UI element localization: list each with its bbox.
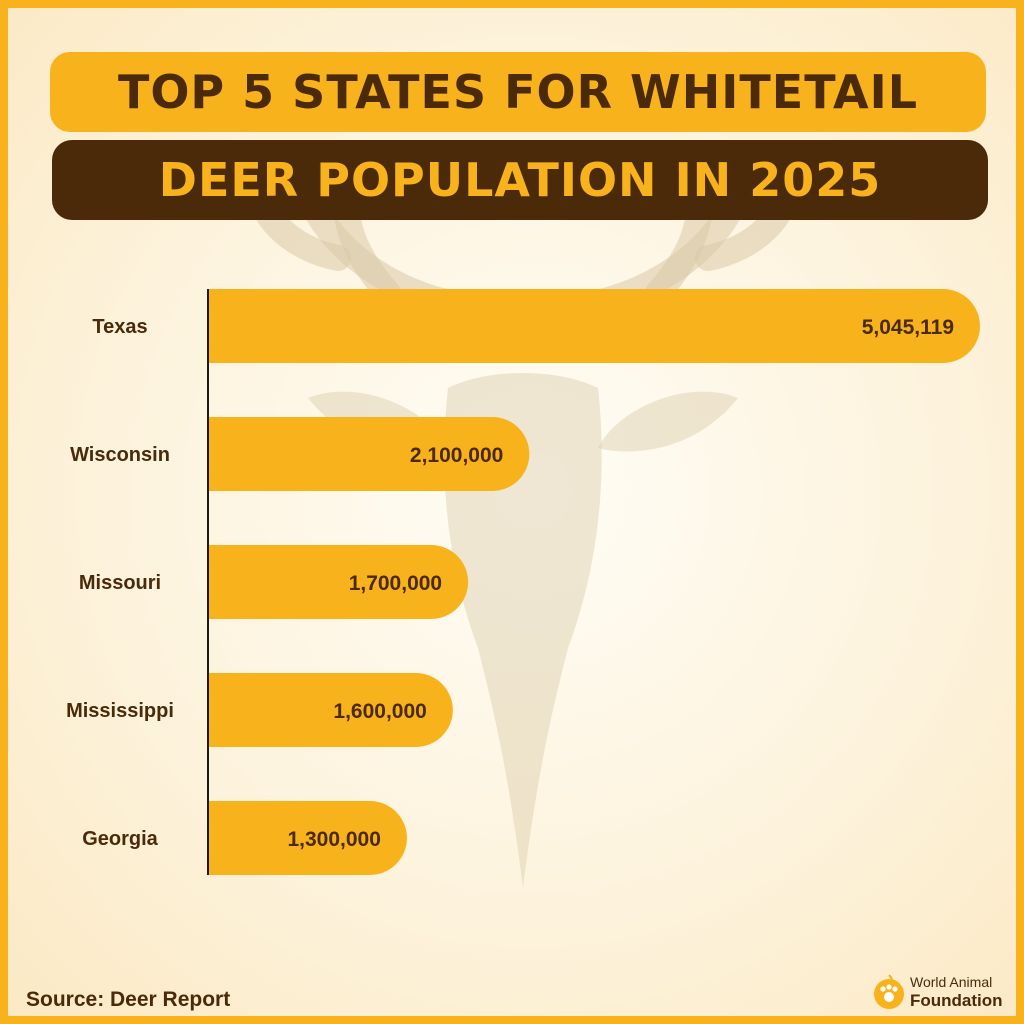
paw-icon: [874, 974, 904, 1009]
value-label: 1,700,000: [349, 572, 442, 595]
world-animal-foundation-logo: World Animal Foundation: [870, 971, 1016, 1013]
bar-mississippi: [208, 673, 453, 747]
bar-wisconsin: [208, 417, 530, 491]
source-note: Source: Deer Report: [26, 988, 231, 1011]
title-line-2: DEER POPULATION IN 2025: [52, 140, 988, 220]
category-label: Texas: [92, 316, 147, 338]
bar-texas: [208, 289, 980, 363]
value-label: 1,600,000: [333, 700, 426, 723]
bar-chart: Texas 5,045,119 Wisconsin 2,100,000 Missouri…: [66, 289, 980, 875]
value-label: 1,300,000: [287, 828, 380, 851]
value-label: 2,100,000: [410, 444, 503, 467]
logo-text-line-1: World Animal: [910, 974, 993, 990]
value-label: 5,045,119: [862, 316, 954, 339]
category-label: Missouri: [79, 572, 161, 594]
bar-georgia: [208, 801, 407, 875]
logo-text-line-2: Foundation: [910, 991, 1003, 1010]
category-label: Wisconsin: [70, 444, 170, 466]
category-label: Mississippi: [66, 700, 174, 722]
title-line-1: TOP 5 STATES FOR WHITETAIL: [50, 52, 986, 132]
bar-missouri: [208, 545, 469, 619]
category-label: Georgia: [82, 828, 158, 850]
